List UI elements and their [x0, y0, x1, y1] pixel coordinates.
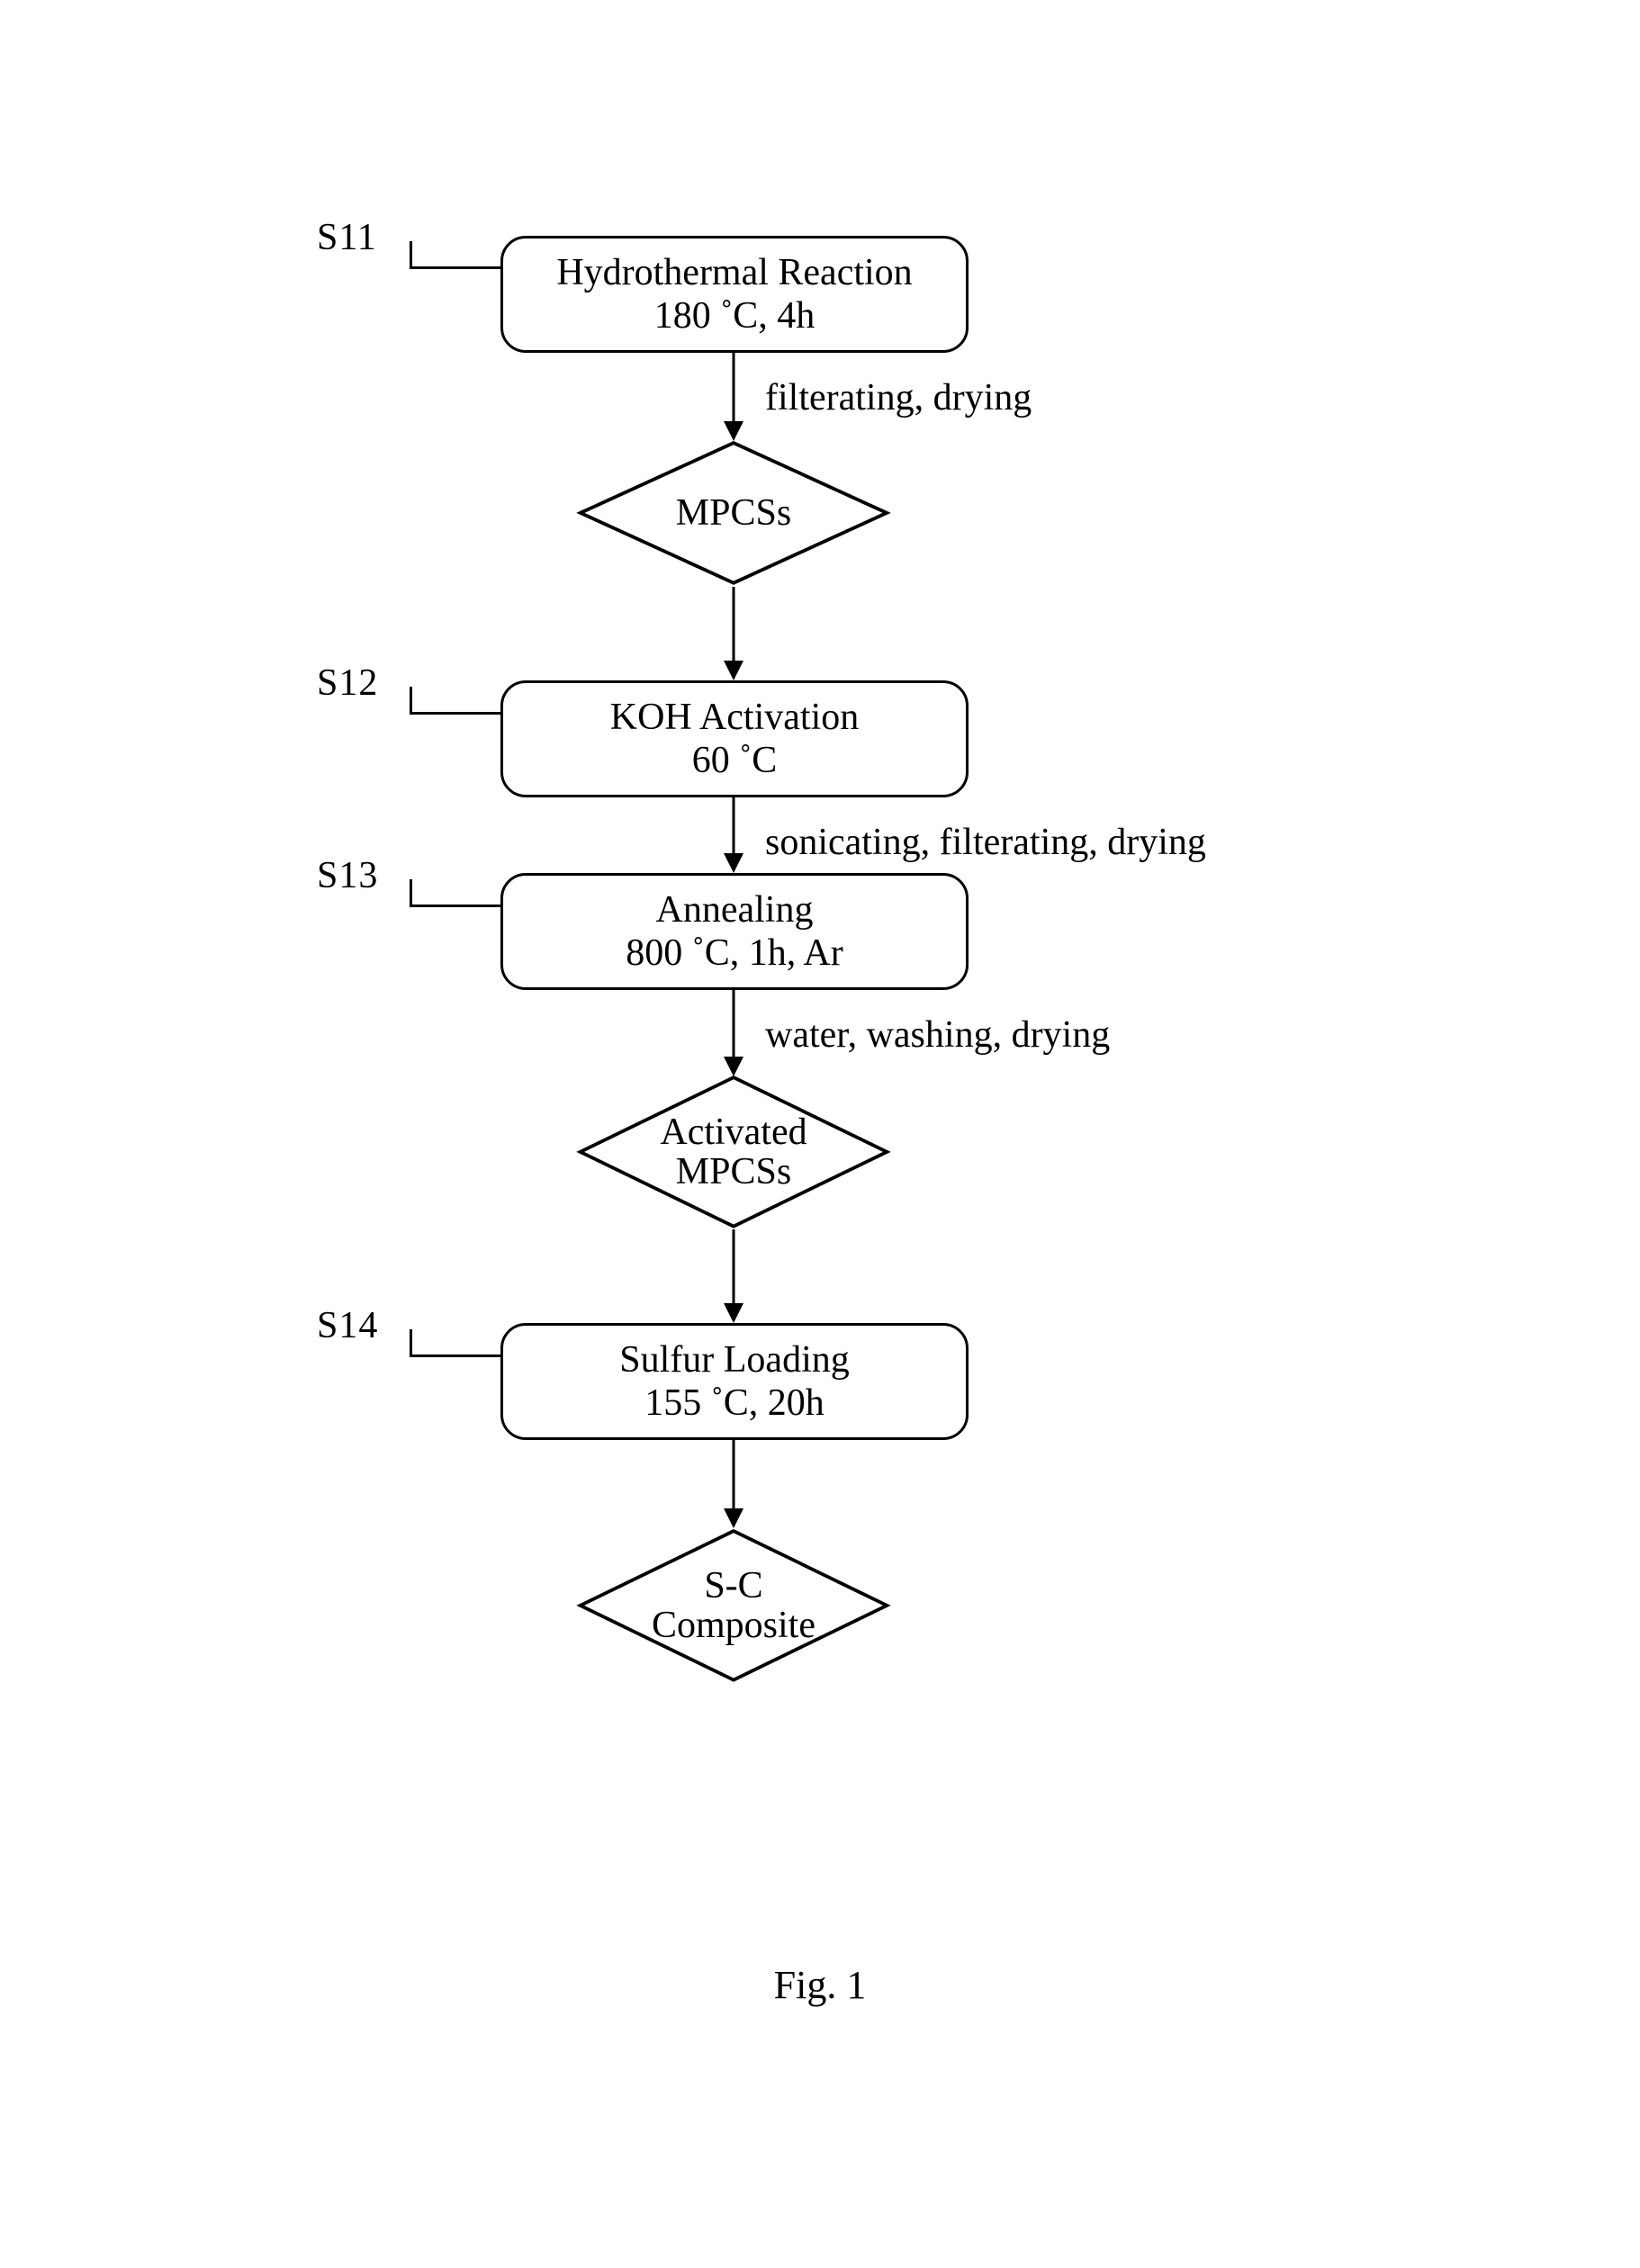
process-line2: 180 ˚C, 4h — [654, 294, 815, 338]
process-line2: 60 ˚C — [692, 739, 778, 782]
process-s13: Annealing800 ˚C, 1h, Ar — [500, 873, 969, 990]
figure-caption: Fig. 1 — [0, 1962, 1640, 2008]
diamond-line2: Composite — [652, 1606, 815, 1645]
arrow-a5 — [733, 1229, 735, 1303]
arrow-a6 — [733, 1440, 735, 1508]
hook-h-s12 — [410, 712, 500, 715]
process-s14: Sulfur Loading155 ˚C, 20h — [500, 1323, 969, 1440]
hook-h-s14 — [410, 1354, 500, 1357]
arrowhead-a5 — [724, 1303, 743, 1323]
arrow-a4 — [733, 990, 735, 1057]
arrow-a3 — [733, 797, 735, 853]
arrow-annotation-a1: filterating, drying — [765, 376, 1032, 419]
arrow-annotation-a4: water, washing, drying — [765, 1013, 1110, 1057]
hook-v-s13 — [410, 879, 412, 904]
step-label-s11: S11 — [317, 216, 377, 259]
process-s12: KOH Activation60 ˚C — [500, 680, 969, 797]
step-label-s14: S14 — [317, 1304, 378, 1347]
arrowhead-a3 — [724, 853, 743, 873]
arrowhead-a1 — [724, 421, 743, 441]
diamond-line1: MPCSs — [676, 493, 791, 533]
hook-v-s12 — [410, 687, 412, 712]
diamond-d1: MPCSs — [576, 441, 891, 585]
step-label-s13: S13 — [317, 854, 378, 897]
process-s11: Hydrothermal Reaction180 ˚C, 4h — [500, 236, 969, 353]
hook-v-s14 — [410, 1329, 412, 1354]
diamond-d2: ActivatedMPCSs — [576, 1076, 891, 1228]
arrow-a1 — [733, 353, 735, 421]
process-line1: Hydrothermal Reaction — [556, 251, 912, 294]
diamond-line1: Activated — [660, 1112, 806, 1152]
hook-h-s11 — [410, 266, 500, 269]
diamond-line1: S-C — [704, 1566, 762, 1606]
process-line1: Annealing — [656, 888, 814, 932]
process-line1: Sulfur Loading — [619, 1338, 849, 1382]
arrow-a2 — [733, 587, 735, 661]
arrowhead-a2 — [724, 661, 743, 680]
diamond-label: S-CComposite — [576, 1529, 891, 1682]
flowchart-canvas: Hydrothermal Reaction180 ˚C, 4h filterati… — [0, 0, 1640, 2268]
hook-h-s13 — [410, 904, 500, 907]
process-line1: KOH Activation — [610, 696, 859, 739]
diamond-line2: MPCSs — [676, 1152, 791, 1192]
diamond-d3: S-CComposite — [576, 1529, 891, 1682]
arrowhead-a6 — [724, 1508, 743, 1528]
process-line2: 800 ˚C, 1h, Ar — [626, 932, 843, 975]
diamond-label: ActivatedMPCSs — [576, 1076, 891, 1228]
arrow-annotation-a3: sonicating, filterating, drying — [765, 821, 1206, 864]
process-line2: 155 ˚C, 20h — [644, 1382, 825, 1425]
arrowhead-a4 — [724, 1057, 743, 1076]
step-label-s12: S12 — [317, 662, 378, 705]
hook-v-s11 — [410, 241, 412, 266]
diamond-label: MPCSs — [576, 441, 891, 585]
